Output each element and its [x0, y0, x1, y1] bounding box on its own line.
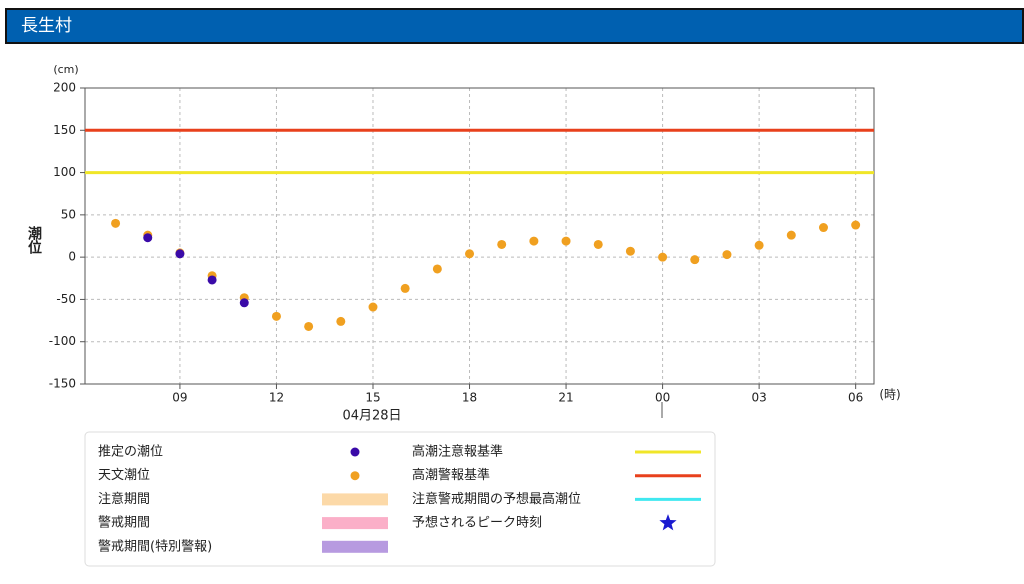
y-tick-label: 200	[53, 81, 76, 95]
data-point	[143, 233, 153, 243]
data-point	[111, 218, 121, 228]
data-point	[625, 246, 635, 256]
data-point	[722, 250, 732, 260]
legend-label: 警戒期間(特別警報)	[98, 538, 212, 554]
legend-label: 天文潮位	[98, 468, 150, 483]
data-point	[497, 239, 507, 249]
data-point	[593, 239, 603, 249]
legend-label: 予想されるピーク時刻	[412, 515, 542, 531]
date-label: 04月28日	[342, 409, 401, 424]
legend-swatch	[322, 517, 388, 530]
data-point	[851, 220, 861, 230]
legend-label: 警戒期間	[98, 515, 150, 531]
data-point	[786, 230, 796, 240]
y-tick-label: 50	[61, 207, 76, 221]
y-tick-label: 150	[53, 123, 76, 137]
y-tick-label: -100	[49, 334, 76, 348]
plot-border	[84, 87, 875, 385]
data-point	[561, 236, 571, 246]
x-tick-label: 03	[751, 391, 766, 405]
data-point	[432, 264, 442, 274]
data-point	[818, 223, 828, 233]
x-tick-label: 18	[462, 391, 477, 405]
legend-label: 注意期間	[98, 491, 150, 507]
y-label: 潮位	[26, 225, 42, 255]
legend-marker	[350, 447, 360, 457]
data-point	[529, 236, 539, 246]
legend-box	[84, 431, 716, 567]
legend-label: 推定の潮位	[98, 445, 163, 460]
x-tick-label: 06	[848, 391, 863, 405]
header: 長生村	[5, 8, 1024, 44]
data-point	[304, 321, 314, 331]
data-point	[465, 249, 475, 259]
data-point	[239, 298, 249, 308]
x-tick-label: 21	[558, 391, 573, 405]
data-point	[400, 283, 410, 293]
x-unit: (時)	[879, 388, 900, 402]
data-point	[207, 275, 217, 285]
legend-swatch	[322, 540, 388, 553]
y-tick-label: -150	[49, 377, 76, 391]
legend-label: 高潮警報基準	[412, 467, 490, 483]
data-point	[658, 252, 668, 262]
y-tick-label: -50	[56, 292, 76, 306]
x-tick-label: 12	[269, 391, 284, 405]
data-point	[271, 311, 281, 321]
legend-label: 高潮注意報基準	[412, 444, 503, 460]
data-point	[336, 316, 346, 326]
data-point	[368, 302, 378, 312]
y-unit: (cm)	[53, 63, 78, 76]
x-tick-label: 15	[365, 391, 380, 405]
data-point	[754, 240, 764, 250]
legend-star	[659, 514, 677, 531]
x-tick-label: 09	[172, 391, 187, 405]
legend-swatch	[322, 493, 388, 506]
data-point	[690, 255, 700, 265]
x-tick-label: 00	[655, 391, 670, 405]
y-tick-label: 100	[53, 165, 76, 179]
data-point	[175, 249, 185, 259]
legend-marker	[350, 471, 360, 481]
legend-label: 注意警戒期間の予想最高潮位	[412, 491, 581, 507]
y-tick-label: 0	[68, 250, 76, 264]
